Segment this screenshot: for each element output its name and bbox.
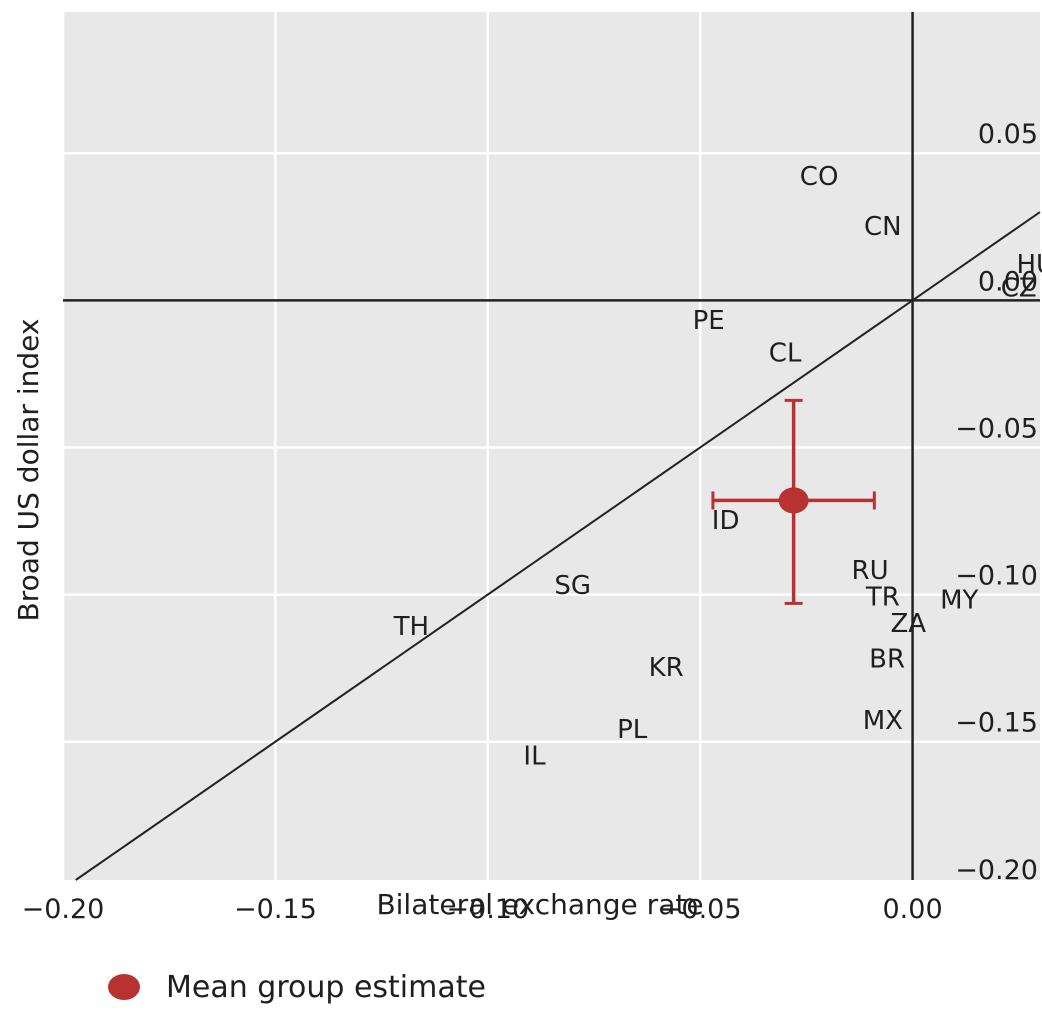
point-label-mx: MX [863, 706, 903, 736]
x-tick-label: −0.20 [22, 894, 105, 925]
point-label-my: MY [940, 585, 978, 615]
point-label-cl: CL [769, 338, 802, 368]
point-label-co: CO [800, 162, 839, 192]
mean-group-estimate [711, 398, 876, 605]
y-tick-label: 0.05 [978, 119, 1038, 150]
x-tick-label: 0.00 [883, 894, 943, 925]
point-label-za: ZA [891, 609, 927, 639]
point-label-hu: HU [1016, 250, 1042, 280]
point-label-cn: CN [864, 212, 902, 242]
plot-area [63, 12, 1040, 880]
y-axis-label: Broad US dollar index [12, 319, 45, 622]
point-label-kr: KR [649, 653, 684, 683]
x-tick-label: −0.05 [659, 894, 742, 925]
y-axis-ticks: 0.05 0.00 −0.05 −0.10 −0.15 −0.20 [955, 119, 1038, 886]
forty-five-degree-line [75, 211, 1041, 881]
reference-lines [63, 12, 1041, 881]
point-label-th: TH [393, 612, 429, 642]
point-label-ru: RU [852, 556, 889, 586]
y-tick-label: −0.05 [955, 413, 1038, 444]
x-tick-label: −0.15 [234, 894, 317, 925]
point-label-pe: PE [693, 306, 725, 336]
point-label-pl: PL [617, 715, 648, 745]
legend-label: Mean group estimate [166, 969, 486, 1005]
x-axis-label: Bilateral exchange rate [376, 888, 703, 921]
legend-marker [108, 974, 140, 1000]
point-label-tr: TR [865, 583, 900, 613]
x-tick-label: −0.10 [446, 894, 529, 925]
y-tick-label: −0.20 [955, 855, 1038, 886]
point-label-sg: SG [554, 571, 591, 601]
point-label-id: ID [712, 506, 740, 536]
country-labels: COCNINHUPHCZPECLIDRUTRMYZASGTHKRBRMXPLIL [393, 162, 1042, 772]
y-tick-label: −0.15 [955, 708, 1038, 739]
x-axis-ticks: −0.20−0.15−0.10−0.050.000.05 [22, 894, 943, 925]
point-label-il: IL [523, 741, 546, 771]
y-tick-label: 0.00 [978, 266, 1038, 297]
y-tick-label: −0.10 [955, 561, 1038, 592]
point-label-br: BR [869, 644, 905, 674]
grid [61, 12, 1040, 891]
estimate-point [778, 487, 809, 514]
point-label-cz: CZ [1001, 274, 1037, 304]
legend: Mean group estimate [108, 965, 486, 1009]
